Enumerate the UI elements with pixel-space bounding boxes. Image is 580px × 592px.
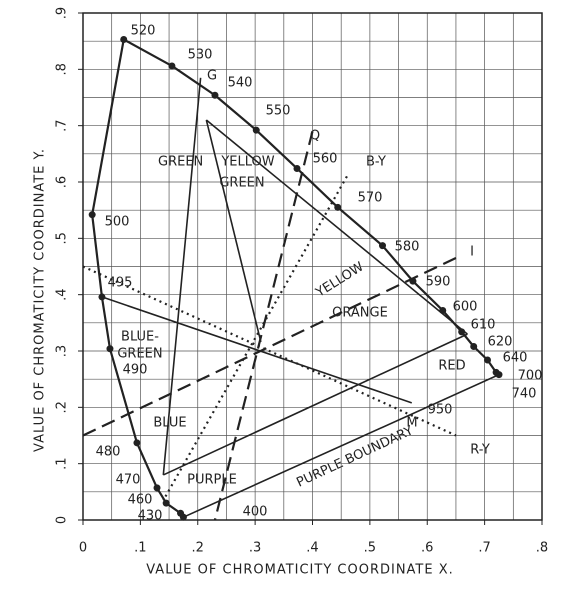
wavelength-label: 480	[96, 445, 121, 460]
locus-point	[458, 328, 466, 336]
locus-point	[98, 293, 106, 301]
wavelength-label: 520	[131, 24, 156, 39]
locus-point	[120, 35, 128, 43]
locus-point	[439, 306, 447, 314]
wavelength-label: 460	[128, 493, 153, 508]
wavelength-label: 400	[243, 505, 268, 520]
y-tick-label: 0	[55, 516, 70, 524]
x-tick-label: .1	[134, 541, 146, 556]
annotation: Q	[310, 129, 320, 144]
annotation: M	[406, 416, 417, 431]
locus-point	[483, 356, 491, 364]
x-tick-label: .6	[421, 541, 433, 556]
x-tick-label: .3	[249, 541, 261, 556]
y-tick-label: .4	[55, 288, 70, 300]
wavelength-label: 620	[488, 335, 513, 350]
wavelength-label: 740	[512, 387, 537, 402]
locus-point	[133, 439, 141, 447]
y-tick-label: .3	[55, 345, 70, 357]
annotation: 950	[428, 403, 453, 418]
region-label: GREEN	[158, 155, 203, 170]
locus-point	[409, 277, 417, 285]
wavelength-label: 700	[518, 369, 543, 384]
guide-line	[183, 373, 500, 518]
locus-point	[162, 499, 170, 507]
guide-line	[162, 333, 468, 476]
guide-line	[82, 254, 463, 437]
wavelength-label: 490	[123, 363, 148, 378]
locus-point	[495, 371, 503, 379]
locus-point	[334, 203, 342, 211]
locus-point	[106, 345, 114, 353]
region-label: GREEN	[219, 176, 264, 191]
locus-point	[88, 211, 96, 219]
y-tick-label: .6	[55, 176, 70, 188]
annotation: R-Y	[470, 443, 490, 458]
y-tick-label: .7	[55, 119, 70, 131]
wavelength-label: 590	[426, 275, 451, 290]
wavelength-label: 430	[138, 509, 163, 524]
wavelength-label: 540	[228, 76, 253, 91]
locus-point	[293, 164, 301, 172]
annotation: G	[207, 69, 217, 84]
y-tick-label: .1	[55, 457, 70, 469]
annotation: I	[470, 245, 474, 260]
guide-line	[162, 175, 348, 501]
guide-line	[213, 131, 314, 521]
guide-line	[162, 77, 202, 476]
wavelength-label: 570	[358, 191, 383, 206]
guide-line	[205, 119, 262, 343]
region-label: BLUE	[153, 416, 186, 431]
spectrum-locus	[91, 38, 500, 518]
y-tick-label: .9	[55, 7, 70, 19]
guide-line	[205, 119, 468, 335]
y-tick-label: .8	[55, 63, 70, 75]
y-tick-label: .5	[55, 232, 70, 244]
wavelength-label: 560	[313, 152, 338, 167]
region-label: PURPLE	[187, 473, 237, 488]
x-tick-label: .8	[536, 541, 548, 556]
locus-point	[153, 484, 161, 492]
y-tick-label: .2	[55, 401, 70, 413]
locus-point	[470, 342, 478, 350]
wavelength-label: 470	[116, 473, 141, 488]
locus-point	[177, 509, 185, 517]
x-tick-label: .2	[192, 541, 204, 556]
wavelength-label: 610	[471, 318, 496, 333]
x-tick-label: 0	[79, 541, 87, 556]
guide-line	[101, 296, 413, 404]
y-axis-label: VALUE OF CHROMATICITY COORDINATE Y.	[33, 148, 48, 452]
wavelength-label: 530	[188, 48, 213, 63]
locus-point	[211, 91, 219, 99]
region-label: RED	[438, 359, 465, 374]
locus-point	[168, 62, 176, 70]
region-label: ORANGE	[332, 306, 388, 321]
guide-line	[82, 265, 457, 437]
locus-point	[378, 242, 386, 250]
x-axis-label: VALUE OF CHROMATICITY COORDINATE X.	[146, 563, 454, 578]
region-label: YELLOW	[220, 155, 274, 170]
wavelength-label: 600	[453, 300, 478, 315]
wavelength-label: 500	[105, 215, 130, 230]
wavelength-label: 580	[395, 240, 420, 255]
region-label: GREEN	[117, 347, 162, 362]
wavelength-label: 550	[266, 104, 291, 119]
annotation: B-Y	[366, 155, 386, 170]
x-tick-label: .7	[478, 541, 490, 556]
x-tick-label: .4	[306, 541, 318, 556]
locus-point	[252, 126, 260, 134]
x-tick-label: .5	[364, 541, 376, 556]
wavelength-label: 640	[503, 351, 528, 366]
wavelength-label: 495	[108, 276, 133, 291]
